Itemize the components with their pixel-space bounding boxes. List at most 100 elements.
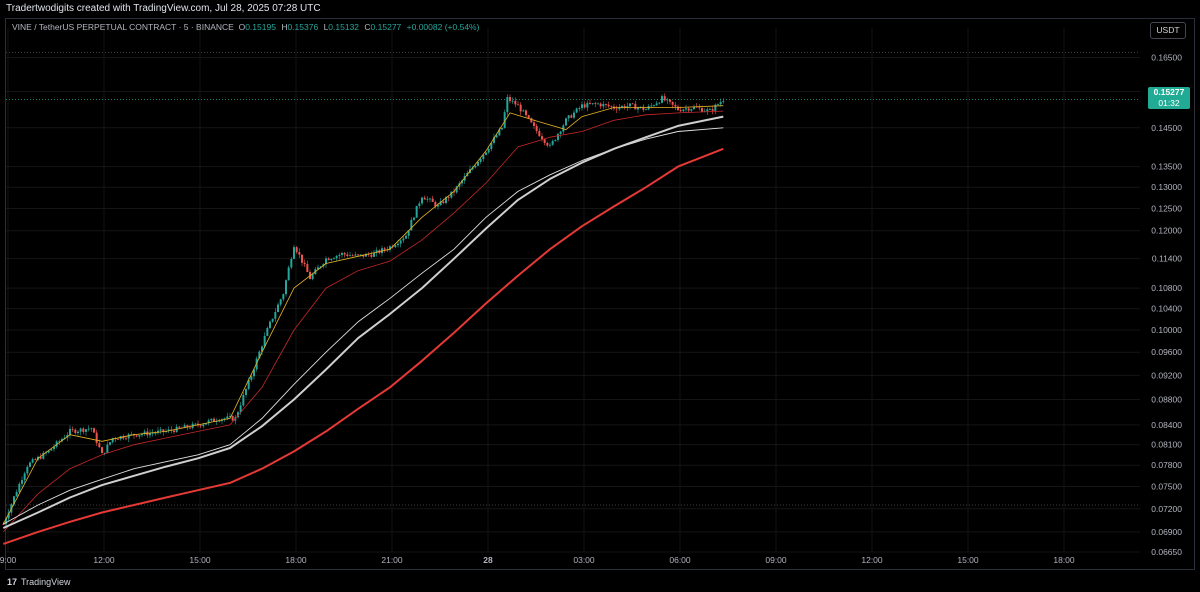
- candle-body: [42, 452, 45, 459]
- y-tick-label: 0.06650: [1151, 547, 1182, 557]
- candle-body: [575, 108, 578, 113]
- candle-body: [543, 139, 546, 144]
- candle-body: [431, 198, 434, 202]
- candle-body: [690, 109, 693, 111]
- price-axis: 0.165000.155000.145000.135000.130000.125…: [1151, 52, 1182, 557]
- candle-body: [269, 321, 271, 329]
- candle-body: [645, 109, 647, 111]
- y-tick-label: 0.09600: [1151, 347, 1182, 357]
- candle-body: [517, 104, 519, 106]
- candle-body: [493, 137, 495, 143]
- candle-body: [106, 444, 109, 453]
- candle-body: [621, 105, 623, 108]
- candle-body: [634, 103, 637, 110]
- candle-body: [333, 258, 335, 260]
- y-tick-label: 0.16500: [1151, 52, 1182, 62]
- candle-body: [402, 238, 405, 241]
- chart-frame[interactable]: [5, 18, 1195, 570]
- candle-body: [50, 449, 53, 451]
- candle-body: [45, 452, 47, 454]
- candle-body: [554, 139, 557, 141]
- high-label: H: [281, 22, 288, 32]
- candle-body: [319, 266, 322, 268]
- candle-body: [293, 247, 295, 259]
- candle-body: [450, 191, 453, 198]
- candle-body: [109, 442, 111, 445]
- x-tick-label: 18:00: [285, 555, 307, 565]
- candle-body: [447, 197, 450, 199]
- candle-body: [551, 140, 554, 145]
- candle-body: [229, 416, 231, 417]
- candle-body: [343, 253, 346, 255]
- x-tick-label: 21:00: [381, 555, 403, 565]
- y-tick-label: 0.08100: [1151, 440, 1182, 450]
- candle-body: [239, 405, 242, 413]
- candle-body: [199, 425, 202, 427]
- candle-body: [298, 252, 301, 255]
- candle-body: [599, 103, 602, 107]
- candle-body: [154, 432, 157, 434]
- candle-body: [490, 142, 493, 149]
- currency-button[interactable]: USDT: [1150, 22, 1186, 39]
- candle-body: [282, 294, 285, 300]
- y-tick-label: 0.12000: [1151, 226, 1182, 236]
- candle-body: [130, 433, 133, 435]
- last-price-tag: 0.15277 01:32: [1148, 87, 1190, 109]
- candle-body: [514, 100, 517, 105]
- candle-body: [279, 299, 282, 305]
- candle-body: [31, 459, 34, 463]
- brand-text[interactable]: TradingView: [21, 577, 71, 587]
- candle-body: [674, 104, 677, 107]
- y-tick-label: 0.13500: [1151, 162, 1182, 172]
- tradingview-logo-icon[interactable]: 17: [7, 577, 18, 587]
- candle-body: [719, 102, 722, 105]
- candle-body: [95, 432, 98, 444]
- candle-body: [271, 318, 274, 322]
- candle-body: [82, 428, 85, 432]
- candle-body: [677, 106, 679, 111]
- last-price-value: 0.15277: [1153, 87, 1185, 97]
- x-tick-label: 15:00: [189, 555, 211, 565]
- candle-body: [18, 483, 21, 492]
- x-tick-label: 9:00: [0, 555, 17, 565]
- candle-body: [637, 107, 639, 110]
- candle-body: [581, 104, 583, 109]
- candle-body: [354, 254, 357, 256]
- candle-body: [226, 416, 229, 419]
- candle-body: [557, 133, 559, 140]
- candle-body: [157, 430, 159, 433]
- candle-body: [423, 197, 426, 200]
- candle-body: [487, 148, 490, 153]
- candle-body: [39, 456, 42, 459]
- candle-body: [231, 416, 234, 421]
- x-tick-label: 15:00: [957, 555, 979, 565]
- candle-body: [671, 101, 674, 105]
- candle-body: [642, 106, 645, 110]
- candle-body: [223, 418, 226, 420]
- candle-body: [79, 428, 82, 432]
- candle-body: [266, 328, 269, 336]
- candle-body: [538, 131, 541, 137]
- low-label: L: [323, 22, 329, 32]
- y-tick-label: 0.07800: [1151, 460, 1182, 470]
- candles: [2, 93, 725, 527]
- candle-body: [253, 369, 255, 377]
- y-tick-label: 0.09200: [1151, 370, 1182, 380]
- candle-body: [525, 110, 527, 116]
- candle-body: [53, 446, 55, 450]
- candle-body: [111, 438, 114, 443]
- candle-body: [717, 104, 719, 106]
- candle-body: [290, 258, 293, 268]
- moving-average-line-2: [3, 110, 724, 533]
- change-value: +0.00082 (+0.54%): [406, 22, 480, 32]
- moving-averages: [2, 105, 724, 545]
- candle-body: [535, 125, 538, 132]
- candle-body: [511, 100, 514, 102]
- candle-body: [186, 425, 189, 428]
- reference-lines: [6, 52, 1140, 506]
- candle-body: [722, 101, 725, 103]
- candle-body: [205, 423, 207, 425]
- candle-body: [250, 376, 253, 380]
- candle-body: [714, 104, 717, 111]
